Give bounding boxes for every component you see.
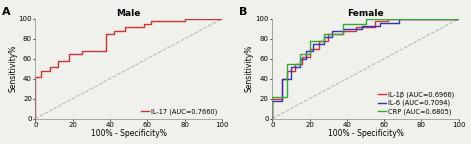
Title: Female: Female bbox=[347, 9, 384, 18]
Title: Male: Male bbox=[116, 9, 141, 18]
Text: B: B bbox=[239, 7, 247, 17]
Y-axis label: Sensitivity%: Sensitivity% bbox=[8, 45, 17, 92]
Text: A: A bbox=[2, 7, 10, 17]
X-axis label: 100% - Specificity%: 100% - Specificity% bbox=[91, 129, 167, 138]
Y-axis label: Sensitivity%: Sensitivity% bbox=[245, 45, 254, 92]
Legend: IL-1β (AUC=0.6966), IL-6 (AUC=0.7094), CRP (AUC=0.6805): IL-1β (AUC=0.6966), IL-6 (AUC=0.7094), C… bbox=[378, 91, 455, 115]
X-axis label: 100% - Specificity%: 100% - Specificity% bbox=[327, 129, 404, 138]
Legend: IL-17 (AUC=0.7660): IL-17 (AUC=0.7660) bbox=[141, 107, 219, 115]
